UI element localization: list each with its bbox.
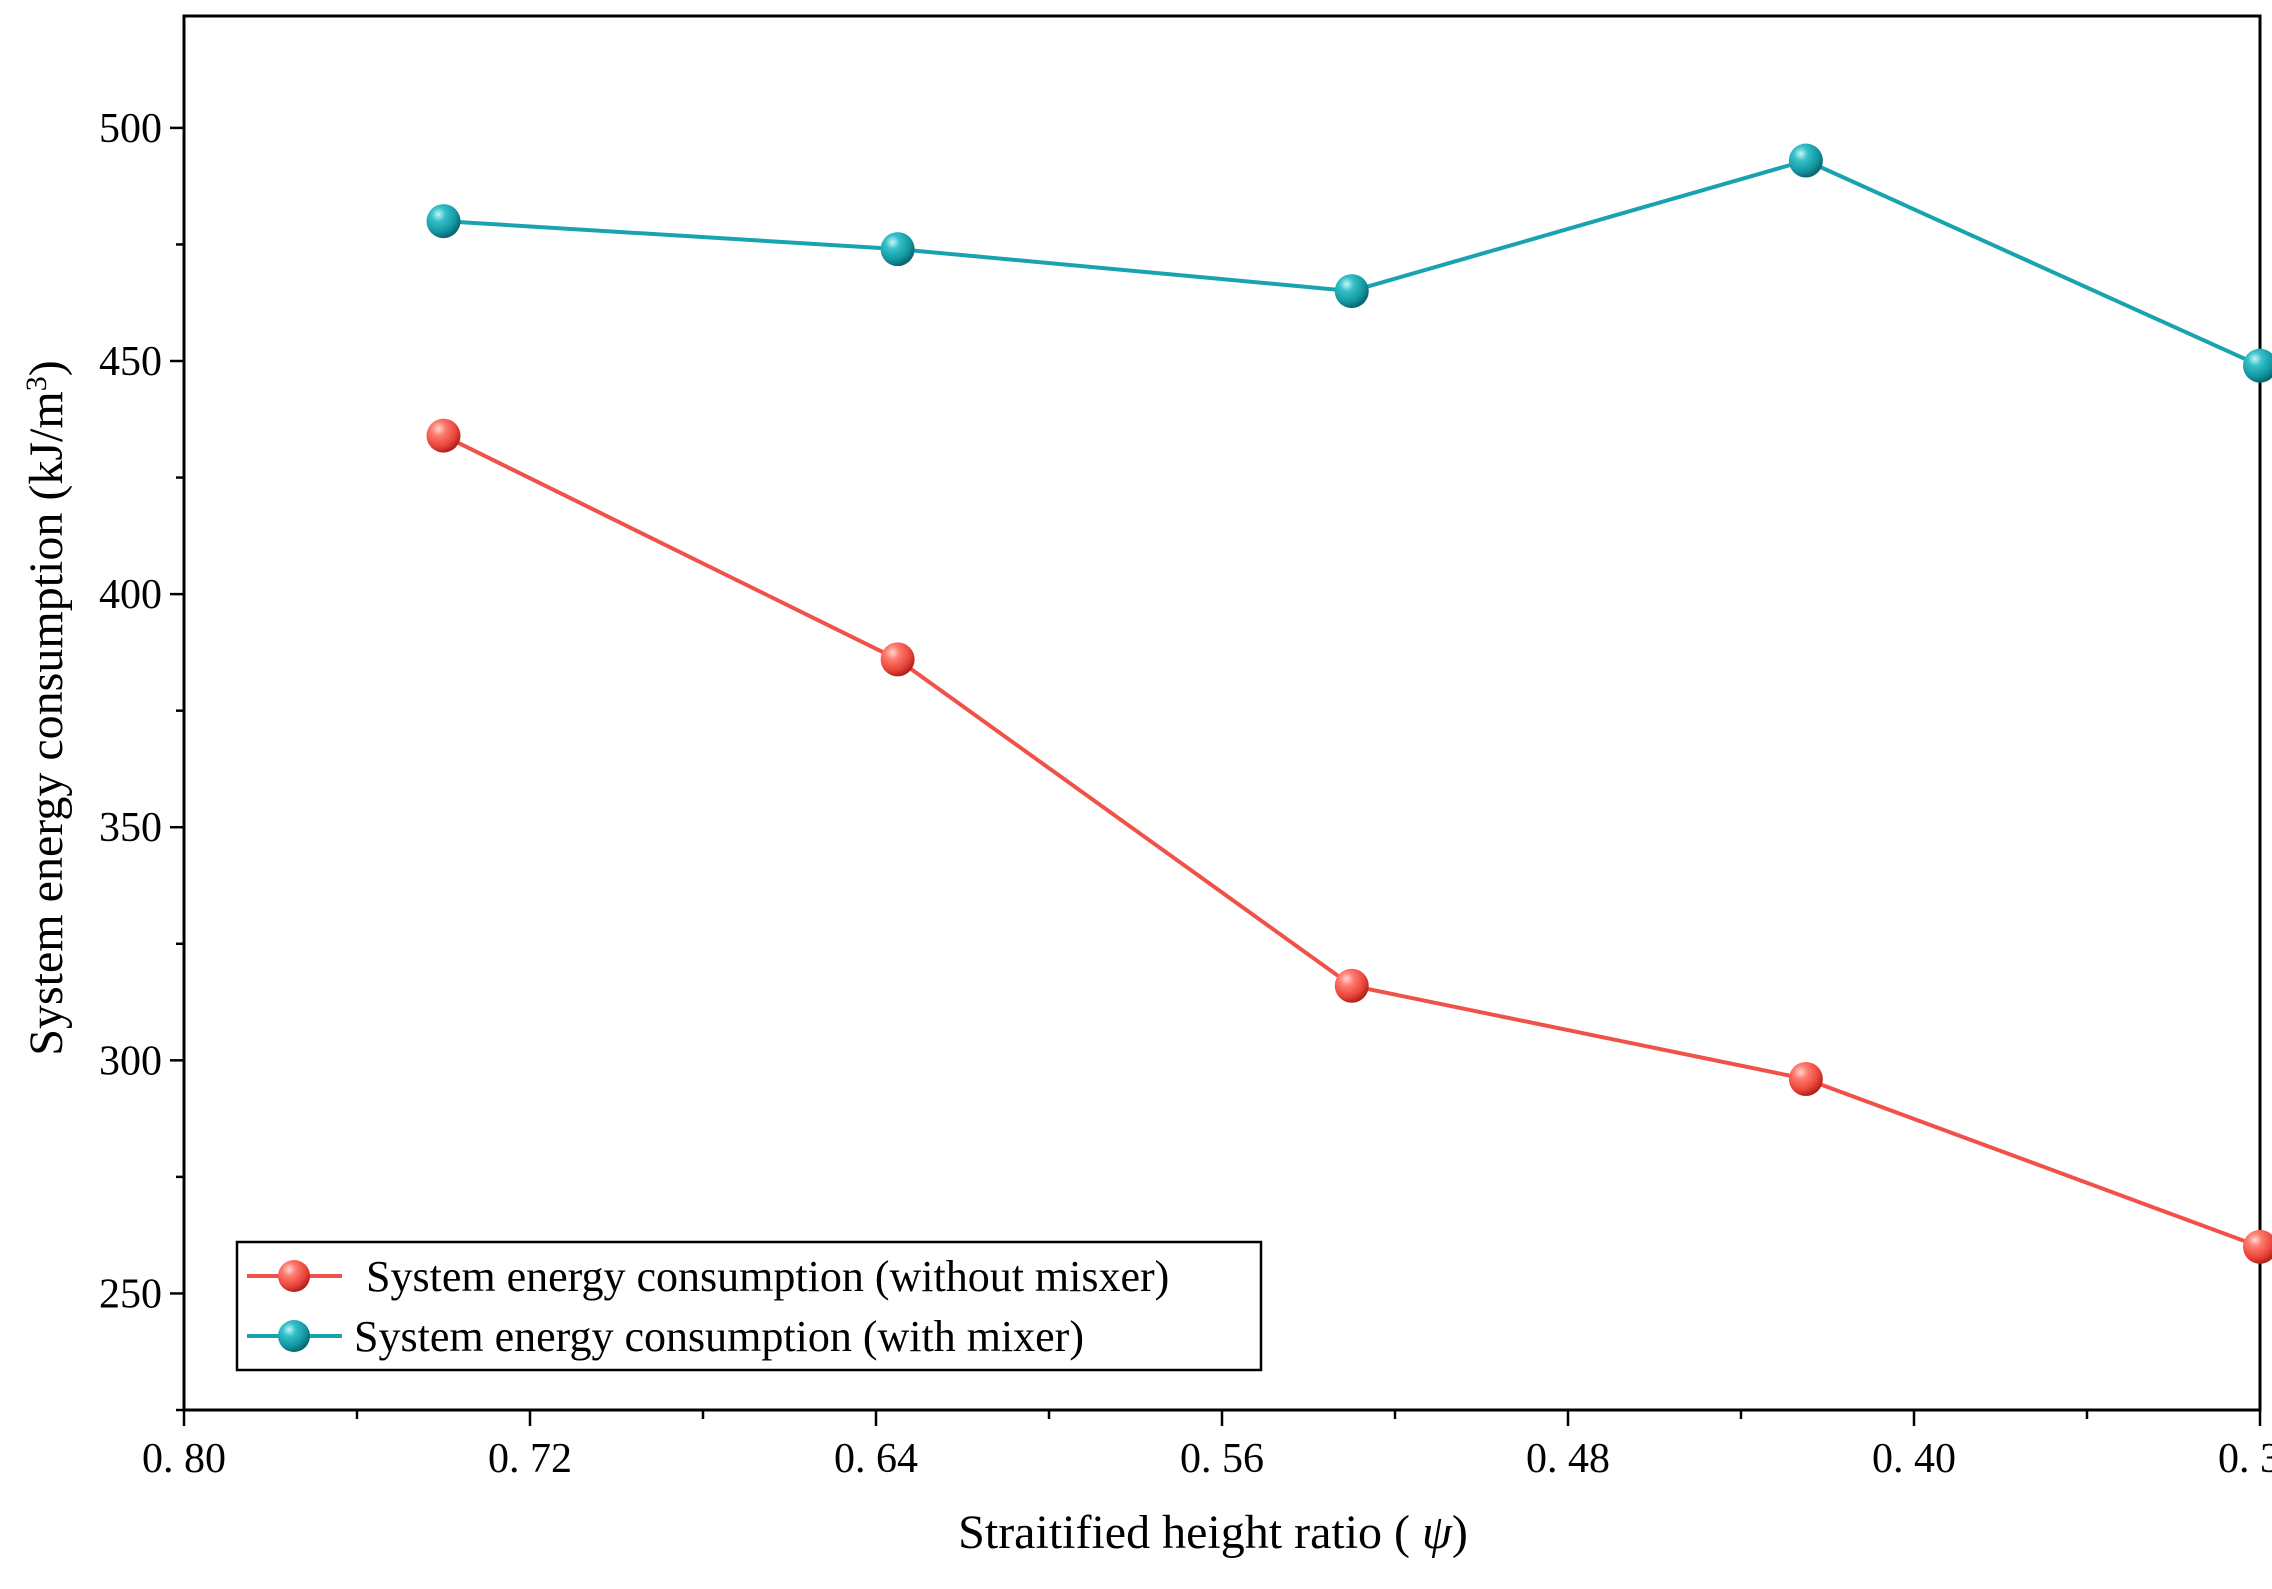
y-tick-label: 300 <box>99 1038 162 1084</box>
data-point <box>426 418 461 453</box>
series-line <box>442 433 2261 1249</box>
legend-box <box>235 1240 1263 1372</box>
series-without-mixer <box>426 418 2272 1264</box>
data-point <box>2243 1229 2272 1264</box>
series-layer <box>426 143 2272 1264</box>
x-tick-label: 0. 40 <box>1872 1436 1956 1482</box>
legend-swatch-marker-without-mixer <box>278 1260 310 1292</box>
x-tick-label: 0. 80 <box>142 1436 226 1482</box>
y-tick-label: 450 <box>99 339 162 385</box>
y-tick-label: 250 <box>99 1271 162 1317</box>
legend-label-without-mixer: System energy consumption (without misxe… <box>366 1252 1169 1301</box>
series-with-mixer <box>426 143 2272 383</box>
legend: System energy consumption (without misxe… <box>235 1240 1263 1372</box>
series-line <box>443 158 2261 368</box>
data-point <box>1788 1061 1823 1096</box>
x-axis-label: Straitified height ratio ( ψ) <box>958 1506 1468 1559</box>
y-tick-label: 500 <box>99 106 162 152</box>
y-axis-label: System energy consumption (kJ/m3) <box>20 360 74 1055</box>
data-point <box>880 642 915 677</box>
data-point <box>2243 348 2272 383</box>
y-axis-ticks: 250 300 350 400 450 500 <box>99 106 184 1412</box>
x-tick-label: 0. 56 <box>1180 1436 1264 1482</box>
legend-entry-with-mixer: System energy consumption (with mixer) <box>247 1312 1084 1361</box>
x-axis-ticks: 0. 80 0. 72 0. 64 0. 56 0. 48 0. 40 0. 32 <box>142 1410 2272 1482</box>
x-tick-label: 0. 48 <box>1526 1436 1610 1482</box>
y-tick-label: 350 <box>99 805 162 851</box>
y-tick-label: 400 <box>99 572 162 618</box>
legend-entry-without-mixer: System energy consumption (without misxe… <box>247 1252 1169 1301</box>
data-point <box>1334 968 1369 1003</box>
x-tick-label: 0. 32 <box>2218 1436 2272 1482</box>
x-tick-label: 0. 72 <box>488 1436 572 1482</box>
x-tick-label: 0. 64 <box>834 1436 918 1482</box>
data-point <box>1334 274 1369 309</box>
legend-swatch-marker-with-mixer <box>278 1320 310 1352</box>
data-point <box>426 204 461 239</box>
data-point <box>880 232 915 267</box>
data-point <box>1788 143 1823 178</box>
legend-label-with-mixer: System energy consumption (with mixer) <box>354 1312 1084 1361</box>
